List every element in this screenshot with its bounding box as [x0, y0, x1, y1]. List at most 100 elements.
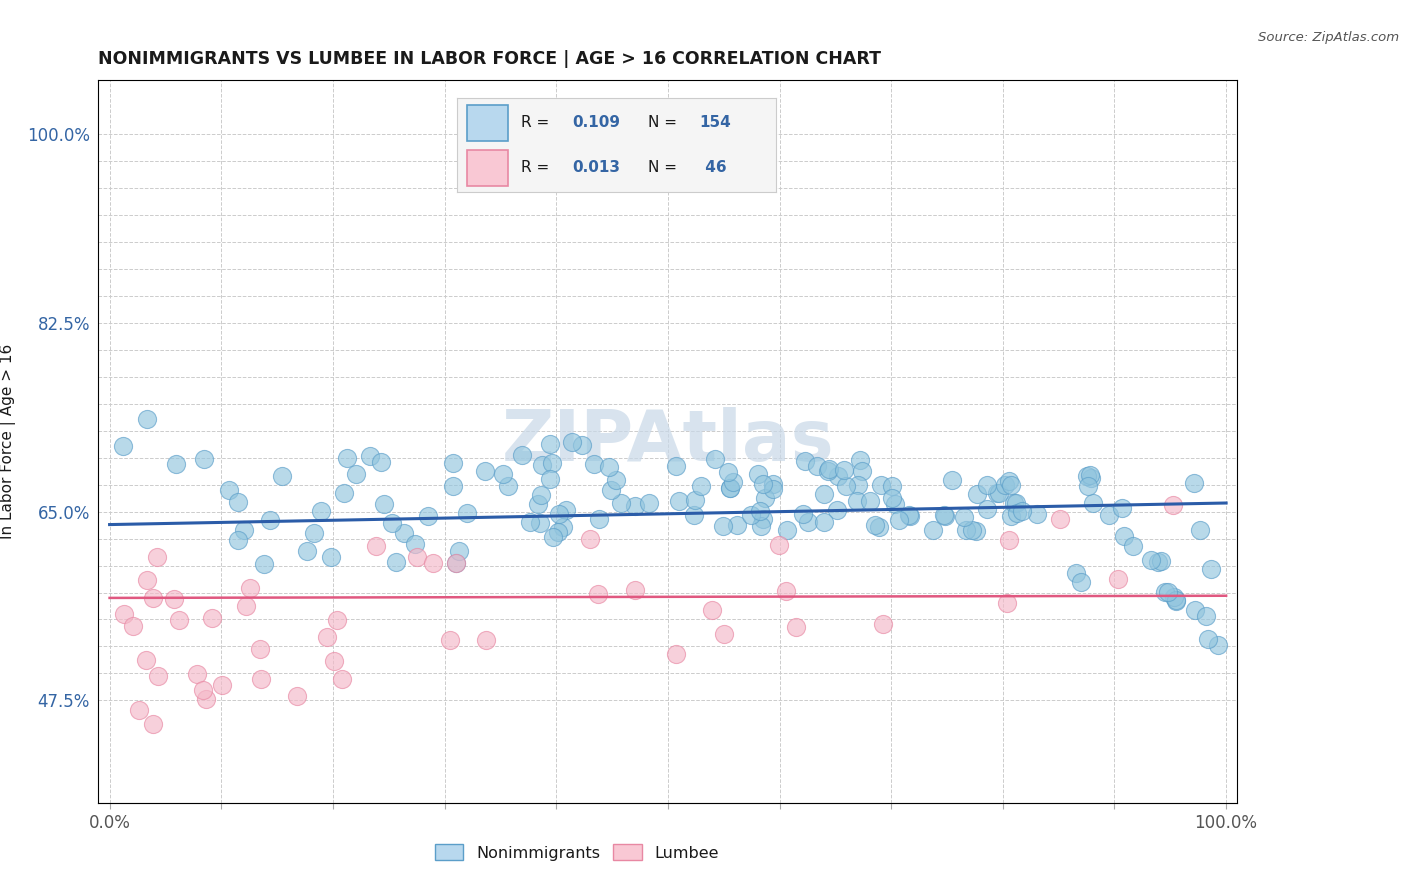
Point: [813, 515, 835, 529]
Point: [721, 475, 744, 489]
Point: [335, 450, 357, 465]
Point: [1163, 591, 1185, 605]
Point: [605, 473, 627, 487]
Point: [702, 603, 724, 617]
Point: [1199, 562, 1222, 576]
Point: [218, 483, 240, 498]
Point: [882, 491, 904, 506]
Legend: Nonimmigrants, Lumbee: Nonimmigrants, Lumbee: [429, 838, 725, 867]
Point: [624, 499, 647, 513]
Text: ZIPAtlas: ZIPAtlas: [502, 407, 834, 476]
Point: [145, 549, 167, 564]
Point: [1112, 529, 1135, 543]
Point: [492, 467, 515, 481]
Point: [997, 474, 1019, 488]
Point: [135, 411, 157, 425]
Point: [624, 582, 647, 597]
Point: [444, 556, 467, 570]
Point: [752, 512, 775, 526]
Point: [846, 478, 869, 492]
Point: [986, 485, 1008, 500]
Point: [136, 573, 159, 587]
Point: [304, 526, 326, 541]
Point: [1150, 554, 1173, 568]
Point: [583, 457, 606, 471]
Point: [1077, 478, 1099, 492]
Point: [1140, 553, 1163, 567]
Point: [1182, 476, 1205, 491]
Point: [827, 468, 849, 483]
Point: [186, 667, 208, 681]
Point: [195, 692, 218, 706]
Point: [665, 458, 688, 473]
Point: [551, 519, 574, 533]
Point: [135, 653, 157, 667]
Point: [512, 448, 534, 462]
Point: [285, 689, 308, 703]
Point: [475, 633, 498, 648]
Point: [439, 632, 461, 647]
Point: [1000, 477, 1022, 491]
Point: [1000, 509, 1022, 524]
Point: [897, 508, 920, 523]
Point: [519, 515, 541, 529]
Point: [870, 478, 893, 492]
Point: [114, 607, 136, 622]
Point: [987, 485, 1010, 500]
Point: [953, 510, 976, 524]
Point: [1049, 512, 1071, 526]
Point: [1122, 539, 1144, 553]
Point: [316, 630, 339, 644]
Point: [859, 494, 882, 508]
Point: [1107, 572, 1129, 586]
Point: [441, 479, 464, 493]
Point: [530, 458, 553, 472]
Point: [128, 703, 150, 717]
Text: Source: ZipAtlas.com: Source: ZipAtlas.com: [1258, 31, 1399, 45]
Point: [887, 513, 910, 527]
Point: [754, 491, 776, 506]
Point: [449, 544, 471, 558]
Point: [1011, 504, 1033, 518]
Point: [381, 516, 404, 530]
Point: [122, 619, 145, 633]
Point: [610, 496, 633, 510]
Point: [600, 483, 623, 497]
Point: [872, 616, 894, 631]
Point: [740, 508, 762, 522]
Point: [785, 620, 807, 634]
Point: [530, 488, 553, 502]
Point: [960, 523, 983, 537]
Point: [406, 550, 429, 565]
Point: [344, 467, 367, 481]
Point: [548, 507, 571, 521]
Point: [333, 486, 356, 500]
Point: [249, 641, 271, 656]
Point: [1111, 501, 1133, 516]
Point: [747, 467, 769, 481]
Point: [762, 483, 785, 497]
Point: [235, 599, 257, 613]
Point: [1197, 632, 1219, 647]
Point: [496, 479, 519, 493]
Point: [638, 496, 661, 510]
Point: [527, 497, 550, 511]
Point: [165, 457, 187, 471]
Point: [849, 452, 872, 467]
Point: [690, 478, 713, 492]
Point: [921, 523, 943, 537]
Point: [571, 438, 593, 452]
Point: [725, 518, 748, 533]
Point: [1076, 469, 1098, 483]
Point: [259, 512, 281, 526]
Point: [941, 473, 963, 487]
Point: [794, 454, 817, 468]
Point: [554, 503, 576, 517]
Point: [323, 654, 346, 668]
Point: [1161, 498, 1184, 512]
Point: [835, 479, 858, 493]
Point: [579, 532, 602, 546]
Point: [966, 486, 988, 500]
Point: [232, 523, 254, 537]
Point: [163, 592, 186, 607]
